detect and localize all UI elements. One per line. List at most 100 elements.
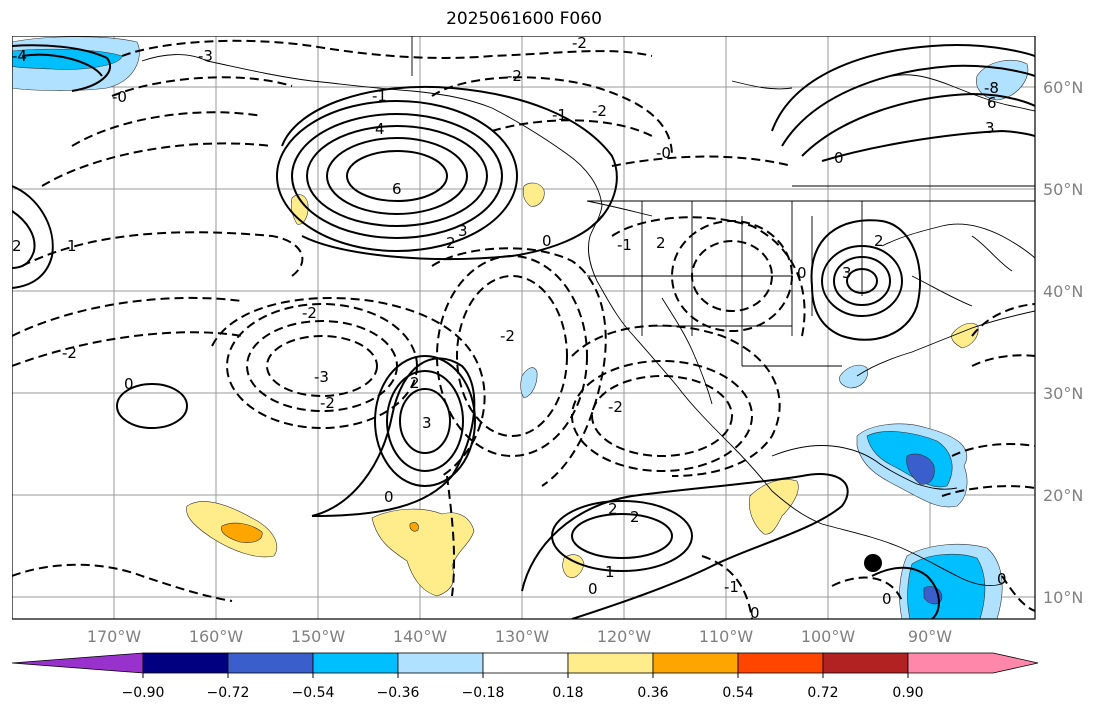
contour-label: 1	[67, 237, 77, 255]
contour-label: 0	[384, 488, 394, 506]
contour-label: 2	[656, 234, 666, 252]
contour-label: 0	[997, 570, 1007, 588]
solid-contours	[12, 44, 1035, 619]
colorbar-tick-label: −0.36	[377, 685, 420, 701]
shade-yellow-pnw-2	[522, 182, 545, 207]
contour-label: 3	[842, 264, 852, 282]
contour-label: -2	[608, 398, 623, 416]
contour-label: -3	[198, 47, 213, 65]
contour-label: 0	[542, 232, 552, 250]
lon-label: 130°W	[495, 627, 550, 646]
contour-label: 0	[750, 604, 760, 622]
shade-yellow-central	[371, 508, 475, 597]
lat-label: 20°N	[1043, 486, 1083, 505]
shade-navy-gulf	[906, 453, 935, 485]
contour-label: -2	[507, 67, 522, 85]
contour-label: -8	[984, 79, 999, 97]
contour-label: -2	[500, 327, 515, 345]
colorbar-segment	[312, 652, 399, 674]
lat-label: 10°N	[1043, 588, 1083, 607]
shade-orange-central	[409, 522, 419, 532]
contour-label: -2	[592, 102, 607, 120]
contour-label: 2	[446, 234, 456, 252]
contour-label: 0	[797, 264, 807, 282]
contour-label: 0	[124, 375, 134, 393]
location-marker	[864, 554, 882, 572]
colorbar-segment	[652, 652, 739, 674]
lat-label: 60°N	[1043, 78, 1083, 97]
colorbar-segment	[11, 652, 144, 674]
contour-label: 1	[605, 563, 615, 581]
colorbar-segment	[397, 652, 484, 674]
lat-label: 50°N	[1043, 180, 1083, 199]
contour-label: 4	[375, 120, 385, 138]
contour-label: 0	[834, 149, 844, 167]
colorbar-tick-label: −0.18	[462, 685, 505, 701]
contour-labels: -4 -3 -2 -2 -1 -2 -1 4 6 3 2 0 -0 -8 6 3…	[12, 36, 1007, 622]
colorbar-segment	[737, 652, 824, 674]
contour-label: 0	[588, 580, 598, 598]
lon-label: 110°W	[699, 627, 754, 646]
colorbar-tick-label: 0.54	[722, 685, 753, 701]
colorbar-segment	[227, 652, 314, 674]
colorbar-tick-label: −0.90	[122, 685, 165, 701]
colorbar-tick-label: −0.54	[292, 685, 335, 701]
colorbar-segment	[822, 652, 909, 674]
map-title: 2025061600 F060	[446, 9, 602, 29]
contour-label: -1	[724, 578, 739, 596]
colorbar-segment	[567, 652, 654, 674]
contour-label: 0	[882, 590, 892, 608]
map-panel: -4 -3 -2 -2 -1 -2 -1 4 6 3 2 0 -0 -8 6 3…	[12, 36, 1083, 646]
contour-label: 2	[410, 374, 420, 392]
colorbar-segment	[142, 652, 229, 674]
lon-label: 90°W	[908, 627, 952, 646]
lat-label: 40°N	[1043, 282, 1083, 301]
shade-blue-baja	[520, 367, 538, 399]
contour-label: -2	[320, 394, 335, 412]
latitude-labels: 60°N 50°N 40°N 30°N 20°N 10°N	[1043, 78, 1083, 607]
contour-label: 6	[392, 180, 402, 198]
map-frame	[12, 36, 1036, 620]
colorbar-segment	[482, 652, 569, 674]
contour-label: -2	[62, 344, 77, 362]
colorbar-tick-label: −0.72	[207, 685, 250, 701]
contour-label: 2	[630, 508, 640, 526]
contour-label: -3	[314, 368, 329, 386]
contour-label: 2	[874, 232, 884, 250]
contour-label: -2	[572, 36, 587, 52]
colorbar: −0.90 −0.72 −0.54 −0.36 −0.18 0.18 0.36 0.54 0.7…	[11, 652, 1039, 701]
lon-label: 170°W	[87, 627, 142, 646]
contour-label: 3	[458, 222, 468, 240]
colorbar-tick-label: 0.72	[807, 685, 838, 701]
lon-label: 140°W	[393, 627, 448, 646]
contour-label: -1	[372, 87, 387, 105]
contour-label: -2	[302, 304, 317, 322]
contour-label: 3	[422, 414, 432, 432]
shade-yellow-small	[562, 554, 585, 578]
contour-label: 3	[985, 119, 995, 137]
lat-label: 30°N	[1043, 384, 1083, 403]
contour-label: -1	[552, 106, 567, 124]
contour-label: -0	[112, 88, 127, 106]
shaded-anomalies	[12, 36, 1029, 619]
contour-label: -0	[656, 144, 671, 162]
shade-deepblue-se	[907, 553, 986, 619]
colorbar-segment	[907, 652, 1039, 674]
shade-blue-texas	[839, 364, 868, 389]
contour-label: 2	[12, 237, 22, 255]
map-plot-area: -4 -3 -2 -2 -1 -2 -1 4 6 3 2 0 -0 -8 6 3…	[12, 36, 1035, 622]
colorbar-ticks: −0.90 −0.72 −0.54 −0.36 −0.18 0.18 0.36 0.54 0.7…	[122, 673, 924, 701]
shade-orange-hawaii	[221, 522, 263, 543]
lon-label: 160°W	[189, 627, 244, 646]
colorbar-segments	[11, 652, 1039, 674]
dashed-contours	[12, 39, 1035, 619]
shade-yellow-east	[951, 322, 979, 349]
longitude-labels: 170°W 160°W 150°W 140°W 130°W 120°W 110°…	[87, 627, 952, 646]
lon-label: 100°W	[801, 627, 856, 646]
contour-label: 2	[608, 500, 618, 518]
coastlines	[141, 36, 1035, 587]
colorbar-tick-label: 0.36	[637, 685, 668, 701]
contour-label: 6	[987, 94, 997, 112]
colorbar-tick-label: 0.18	[552, 685, 583, 701]
contour-label: -4	[12, 47, 27, 65]
